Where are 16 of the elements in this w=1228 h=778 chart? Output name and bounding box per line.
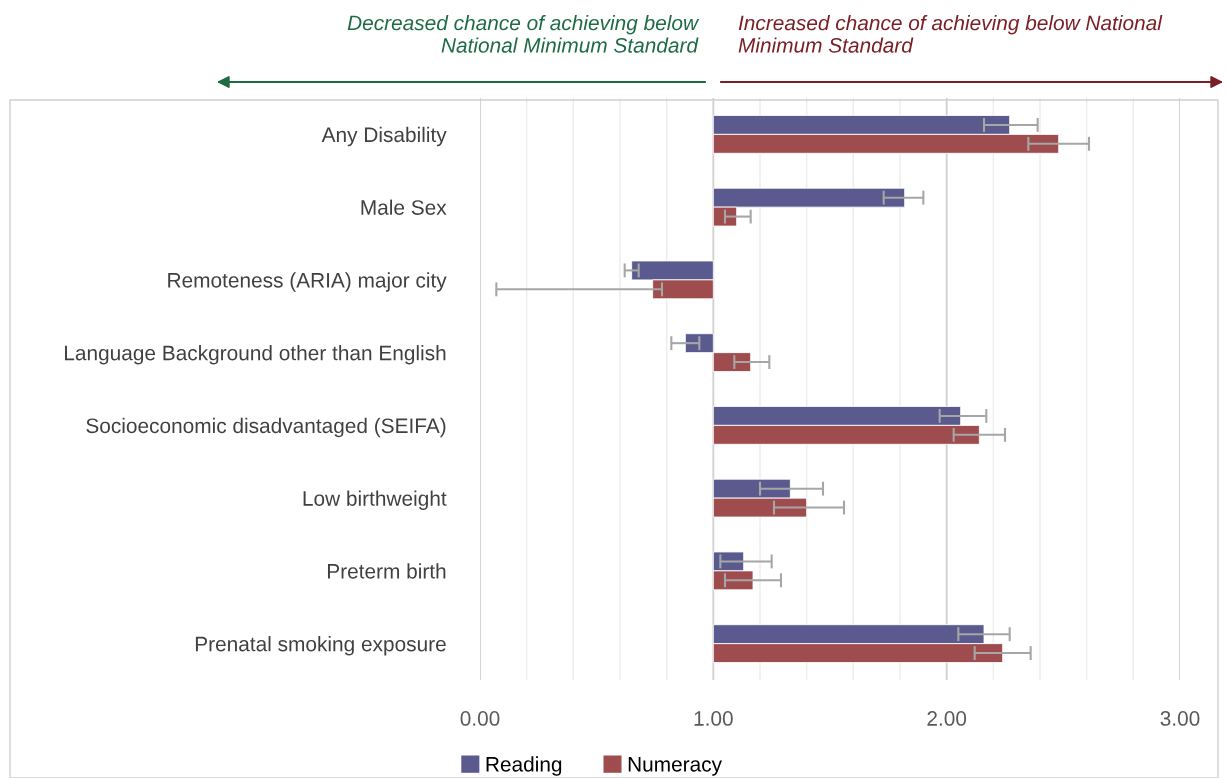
y-tick-label: Language Background other than English (65, 345, 446, 365)
text: Increased chance of achieving below National Minimum Standard (738, 15, 1163, 53)
y-tick-label: Prenatal smoking exposure (195, 636, 446, 656)
y-tick-label: Socioeconomic disadvantaged (SEIFA) (86, 417, 446, 438)
text: Decreased chance of achieving below National Minimum Standard (347, 15, 700, 53)
y-tick-label: Remoteness (ARIA) major city (168, 272, 447, 292)
x-tick-label: 3.00 (1160, 711, 1200, 726)
y-tick-label: Male Sex (361, 199, 447, 215)
y-tick-label: Low birthweight (303, 490, 447, 510)
x-tick-label: 2.00 (927, 711, 967, 726)
x-tick-label: 1.00 (694, 711, 733, 726)
legend-label: Numeracy (628, 757, 722, 776)
y-tick-label: Preterm birth (327, 563, 446, 579)
x-tick-label: 0.00 (460, 711, 500, 726)
legend-label: Reading (486, 756, 562, 776)
y-tick-label: Any Disability (321, 126, 447, 147)
